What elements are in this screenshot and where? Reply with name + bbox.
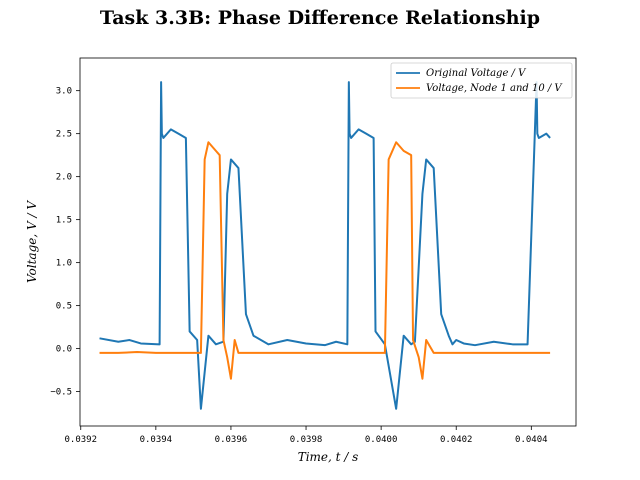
y-axis: −0.5 0.0 0.5 1.0 1.5 2.0 2.5 3.0 (50, 87, 80, 398)
x-axis-label: Time, t / s (298, 450, 359, 464)
y-axis-label: Voltage, V / V (25, 200, 39, 283)
legend-box (390, 62, 573, 99)
x-tick-label: 0.0392 (64, 435, 97, 445)
y-tick-label: 2.0 (56, 173, 72, 183)
x-tick-label: 0.0398 (290, 435, 323, 445)
plot-area (79, 57, 577, 427)
legend-label-original-voltage: Original Voltage / V (426, 68, 527, 79)
series-line-node-voltage (99, 141, 551, 380)
chart-title: Task 3.3B: Phase Difference Relationship (100, 7, 540, 29)
x-tick-label: 0.0394 (140, 435, 173, 445)
y-tick-label: −0.5 (50, 388, 72, 398)
y-tick-label: 2.5 (56, 130, 72, 140)
y-tick-label: 1.5 (56, 216, 72, 226)
series-line-original-voltage (99, 81, 551, 410)
legend-label-node-voltage: Voltage, Node 1 and 10 / V (426, 83, 563, 94)
x-axis: 0.0392 0.0394 0.0396 0.0398 0.0400 0.0402 0.04… (64, 426, 548, 445)
x-tick-label: 0.0396 (215, 435, 248, 445)
y-tick-label: 0.5 (56, 302, 72, 312)
y-tick-label: 1.0 (56, 259, 72, 269)
y-tick-label: 3.0 (56, 87, 72, 97)
x-tick-label: 0.0404 (515, 435, 548, 445)
y-tick-label: 0.0 (56, 345, 72, 355)
x-tick-label: 0.0402 (440, 435, 473, 445)
legend: Original Voltage / V Voltage, Node 1 and… (390, 62, 573, 99)
x-tick-label: 0.0400 (365, 435, 398, 445)
series-layer (99, 81, 551, 410)
plot-frame (79, 57, 577, 427)
